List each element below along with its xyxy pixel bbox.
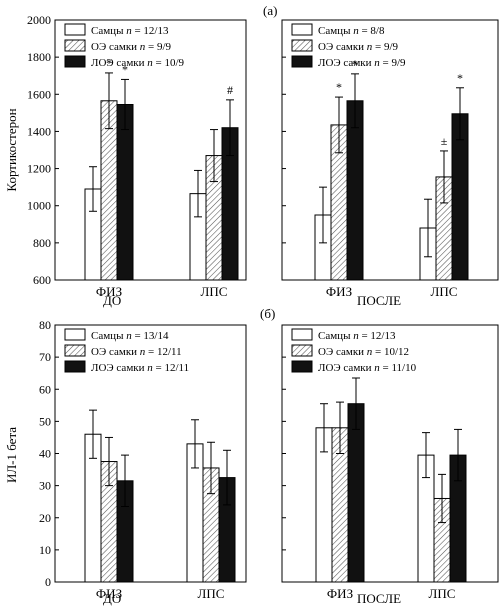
y-tick-label: 1600	[27, 87, 51, 101]
group-label: ПОСЛЕ	[357, 591, 401, 606]
y-tick-label: 20	[39, 511, 51, 525]
x-tick-label: ЛПС	[198, 586, 225, 601]
significance-mark: #	[227, 83, 233, 97]
chart-panel-bottom-right: (б) ФИЗ ЛПС ПОСЛЕ Самцы n = 12/13 ОЭ самки n …	[260, 306, 499, 606]
panel-label: (а)	[263, 3, 277, 18]
chart-panel-top-left: 600 800 1000 1200 1400 1600 1800 2000 Кортикосте…	[4, 13, 247, 308]
y-axis-label: Кортикостерон	[4, 108, 19, 191]
x-tick-label: ФИЗ	[326, 284, 352, 299]
legend-entry: Самцы n = 8/8	[318, 25, 385, 37]
y-tick-label: 1400	[27, 124, 51, 138]
legend-entry: ОЭ самки n = 10/12	[318, 346, 409, 358]
y-axis-label: ИЛ-1 бета	[4, 427, 19, 483]
chart-panel-bottom-left: 0 10 20 30 40 50 60 70 80 ИЛ-1 бета ФИЗ ЛПС ДО Самцы …	[4, 318, 247, 606]
plot-frame	[281, 19, 499, 281]
legend-swatch	[291, 55, 313, 68]
legend-swatch	[291, 39, 313, 52]
y-tick-label: 2000	[27, 13, 51, 27]
legend-entry: ЛОЭ самки n = 11/10	[318, 362, 417, 374]
bar	[116, 104, 134, 281]
legend-entry: ЛОЭ самки n = 12/11	[91, 362, 189, 374]
legend-swatch	[291, 344, 313, 357]
x-tick-label: ФИЗ	[96, 284, 122, 299]
group-label: ДО	[103, 293, 121, 308]
significance-mark: *	[352, 57, 358, 71]
x-tick-label: ФИЗ	[327, 586, 353, 601]
significance-mark: *	[106, 56, 112, 70]
y-tick-label: 800	[33, 236, 51, 250]
group-label: ПОСЛЕ	[357, 293, 401, 308]
x-tick-label: ЛПС	[429, 586, 456, 601]
legend-entry: Самцы n = 12/13	[318, 330, 396, 342]
significance-mark: *	[122, 62, 128, 76]
legend-swatch	[291, 360, 313, 373]
x-tick-label: ЛПС	[201, 284, 228, 299]
y-tick-label: 70	[39, 350, 51, 364]
panel-label: (б)	[260, 306, 275, 321]
plot-frame	[54, 19, 247, 281]
legend-entry: Самцы n = 13/14	[91, 330, 169, 342]
y-tick-label: 80	[39, 318, 51, 332]
y-tick-label: 0	[45, 575, 51, 589]
legend-swatch	[64, 55, 86, 68]
y-tick-label: 1200	[27, 162, 51, 176]
legend-entry: ЛОЭ самки n = 10/9	[91, 57, 185, 69]
legend-swatch	[64, 360, 86, 373]
legend-swatch	[64, 328, 86, 341]
legend-swatch	[64, 39, 86, 52]
legend-entry: ЛОЭ самки n = 9/9	[318, 57, 406, 69]
y-tick-label: 600	[33, 273, 51, 287]
group-label: ДО	[103, 591, 121, 606]
x-tick-label: ЛПС	[431, 284, 458, 299]
y-tick-label: 1000	[27, 199, 51, 213]
y-tick-label: 10	[39, 543, 51, 557]
legend-entry: Самцы n = 12/13	[91, 25, 169, 37]
significance-mark: *	[336, 80, 342, 94]
x-tick-label: ФИЗ	[96, 586, 122, 601]
legend-swatch	[64, 344, 86, 357]
significance-mark: *	[457, 71, 463, 85]
legend-swatch	[291, 328, 313, 341]
chart-panel-top-right: (а) * * ФИЗ ± * ЛПС ПОСЛЕ Самцы n = 8/8 ОЭ самки …	[263, 3, 499, 308]
y-tick-label: 30	[39, 479, 51, 493]
y-tick-label: 50	[39, 414, 51, 428]
legend-entry: ОЭ самки n = 9/9	[91, 41, 172, 53]
legend-entry: ОЭ самки n = 9/9	[318, 41, 399, 53]
bar	[347, 403, 365, 583]
legend-swatch	[291, 23, 313, 36]
y-tick-label: 40	[39, 447, 51, 461]
legend-swatch	[64, 23, 86, 36]
significance-mark: ±	[441, 134, 448, 148]
y-tick-label: 1800	[27, 50, 51, 64]
y-tick-label: 60	[39, 382, 51, 396]
legend-entry: ОЭ самки n = 12/11	[91, 346, 182, 358]
